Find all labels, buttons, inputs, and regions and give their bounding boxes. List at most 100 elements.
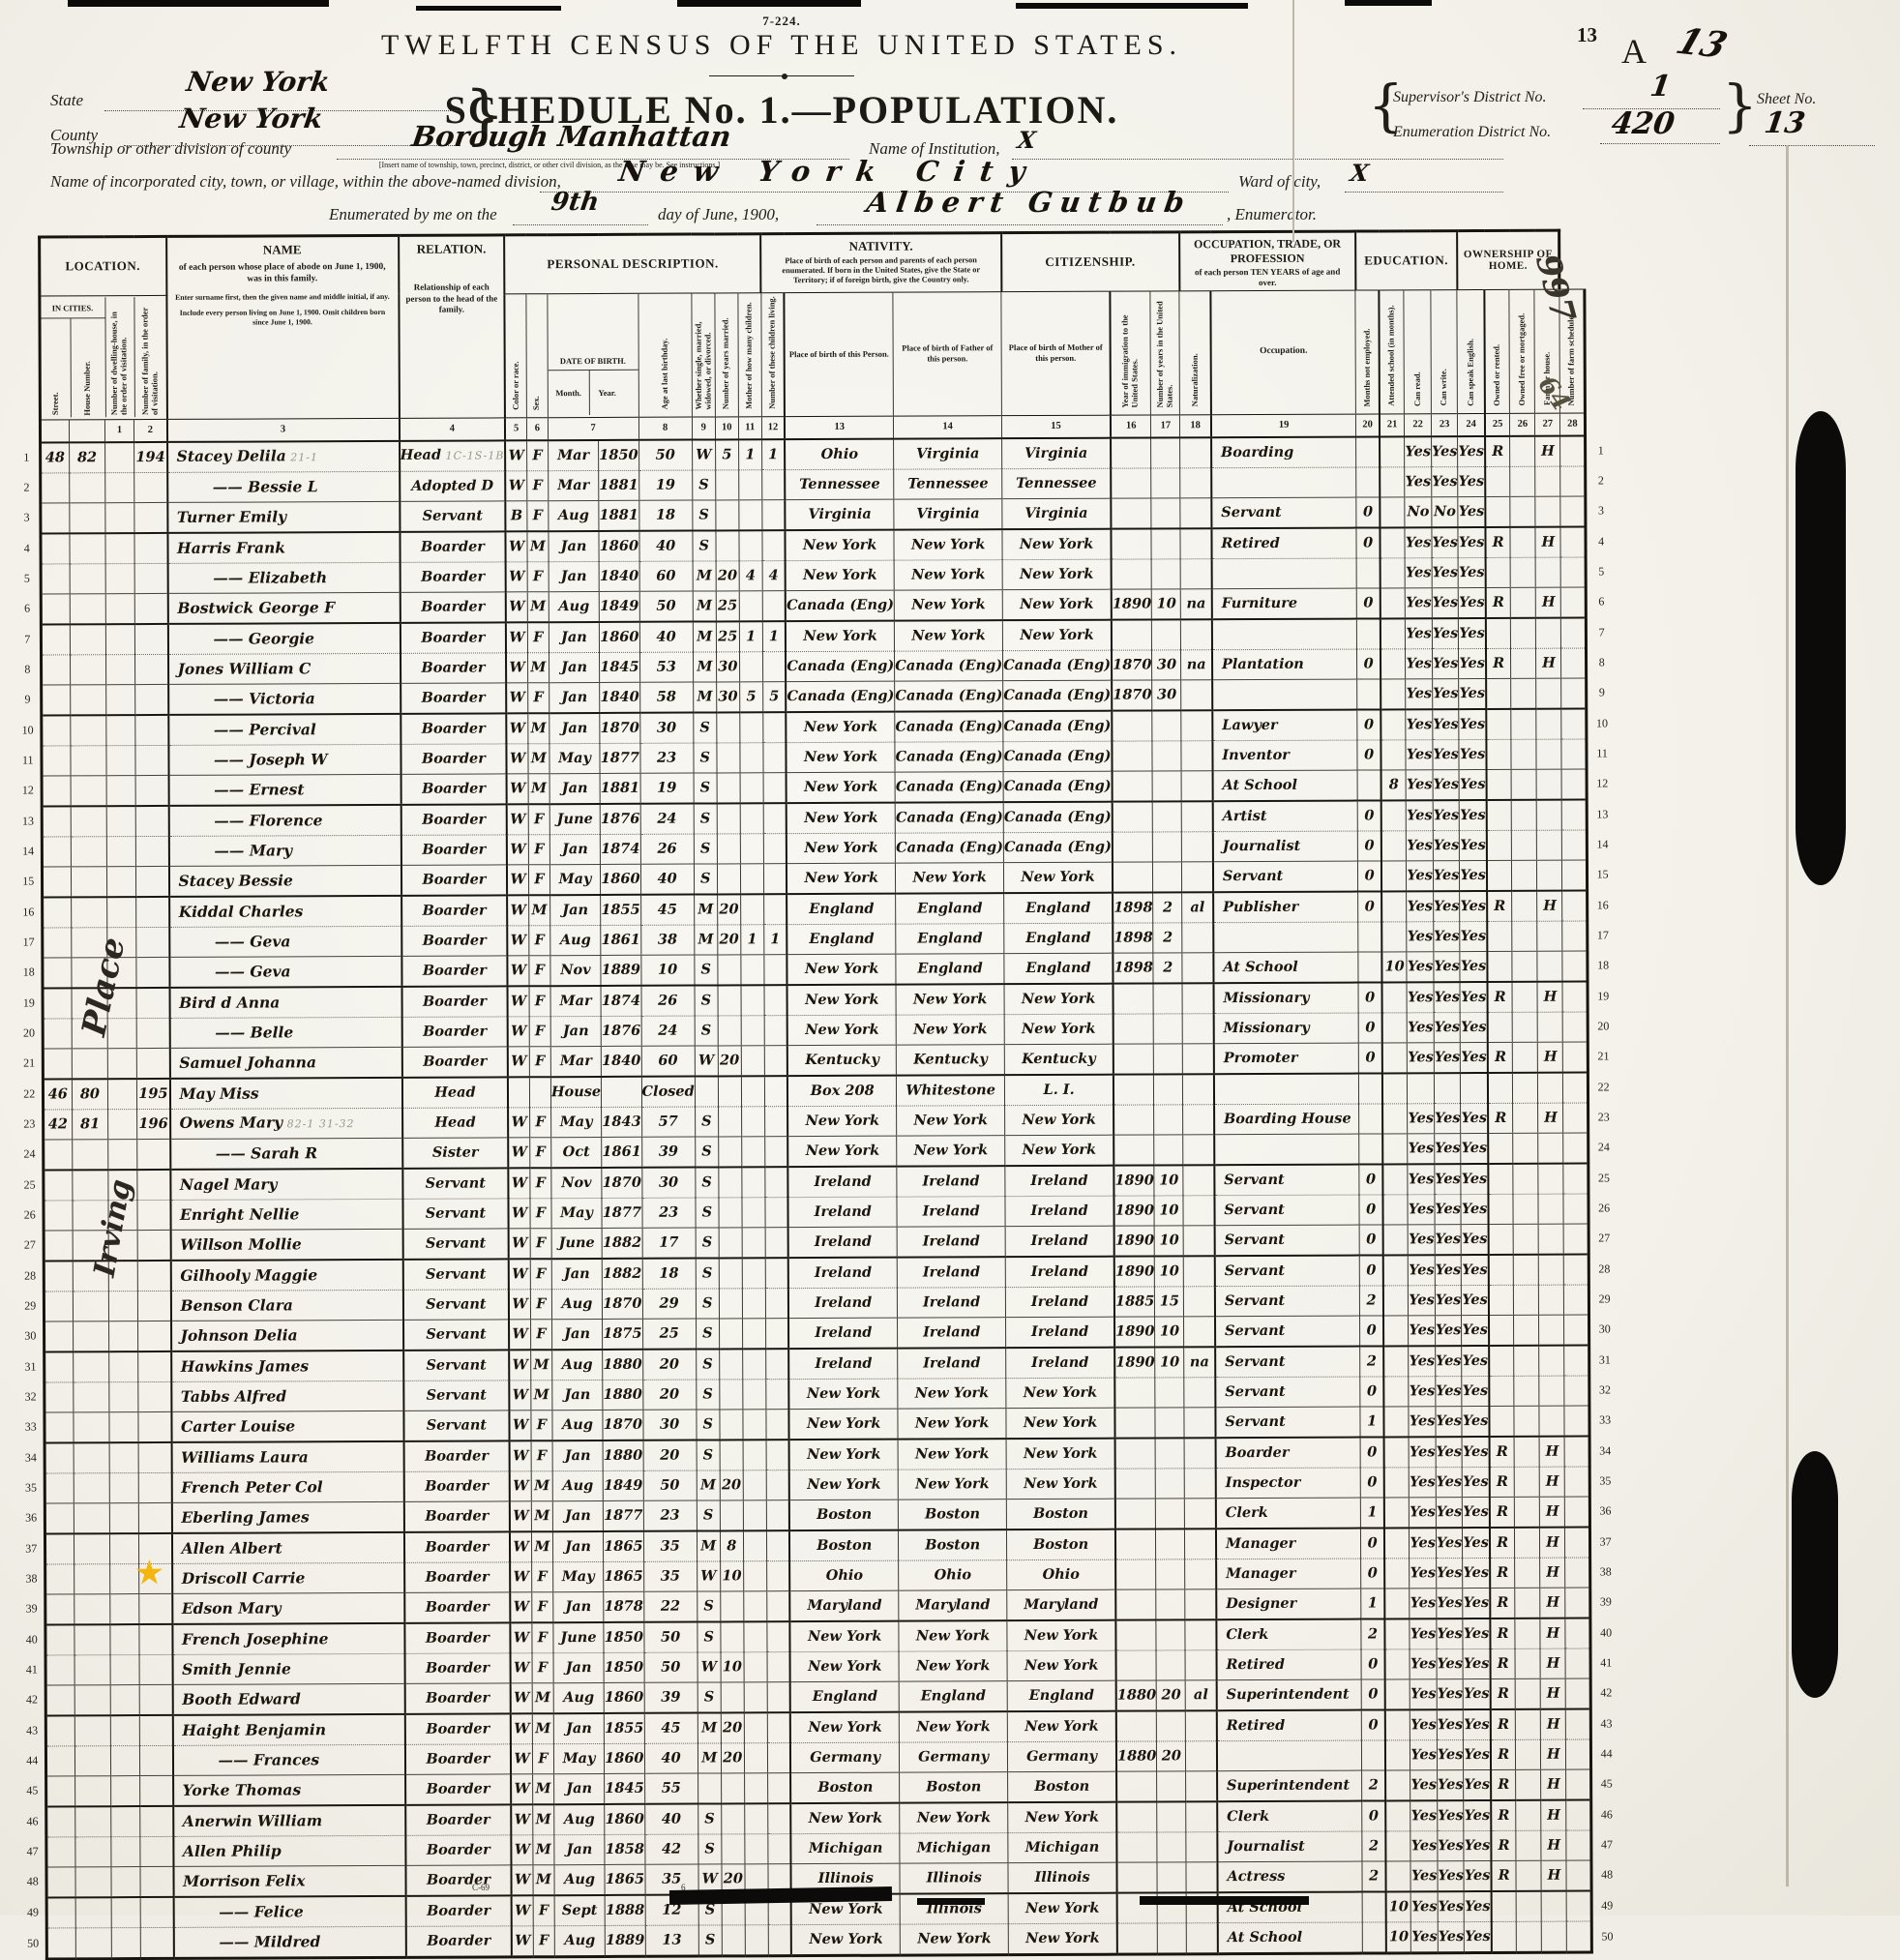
cell-ym — [715, 469, 739, 500]
form-number: 7-224. — [762, 14, 801, 28]
cell-fh — [1535, 495, 1561, 527]
cell-ym: 5 — [715, 438, 739, 470]
cell-pf: New York — [899, 1619, 1008, 1651]
cell-sch — [1380, 830, 1407, 861]
cell-wr: Yes — [1435, 1254, 1462, 1286]
ward-value: X — [1348, 159, 1371, 187]
cell-rd: Yes — [1410, 1588, 1437, 1618]
col-number: 8 — [638, 416, 693, 440]
cell-mtg — [1515, 1648, 1541, 1678]
cell-pm: Ireland — [1005, 1225, 1114, 1257]
cell-own: R — [1484, 435, 1511, 466]
cell-rel: Boarder — [404, 1834, 512, 1865]
cell-rd: Yes — [1408, 1163, 1435, 1195]
cell-mc — [744, 1772, 768, 1803]
cell-wr: Yes — [1438, 1921, 1465, 1953]
cell-im: 1870 — [1112, 649, 1153, 680]
cell-yr: 1855 — [600, 894, 641, 925]
cell-hn — [74, 1684, 111, 1715]
cell-wr: Yes — [1432, 648, 1460, 679]
enumeration-label: Enumeration District No. — [1393, 124, 1552, 140]
cell-ym: 20 — [721, 1711, 745, 1743]
cell-rel: Servant — [402, 1228, 510, 1260]
institution-value: X — [1015, 126, 1038, 154]
cell-pm: Michigan — [1007, 1831, 1117, 1863]
cell-im — [1113, 1073, 1154, 1105]
cell-occ: Servant — [1214, 1194, 1360, 1226]
cell-mu: 0 — [1357, 890, 1382, 922]
cell-rd: Yes — [1408, 1254, 1436, 1286]
cell-age: 39 — [641, 1136, 696, 1168]
row-number-right: 7 — [1598, 625, 1605, 639]
cell-name: —— Geva — [168, 925, 401, 957]
cell-c: W — [506, 682, 528, 713]
cell-yus: 10 — [1154, 1316, 1185, 1347]
row-number-left: 14 — [22, 844, 35, 858]
row-number-left: 38 — [25, 1571, 38, 1586]
cell-hn: 82 — [69, 441, 105, 473]
cell-st — [40, 472, 70, 503]
cell-s: M — [532, 1834, 554, 1865]
cell-s: F — [530, 1319, 552, 1350]
cell-age: 23 — [639, 742, 694, 773]
cell-pf: New York — [894, 528, 1003, 560]
cell-en: Yes — [1462, 1557, 1491, 1589]
cell-ym — [719, 1288, 743, 1319]
cell-fs — [1560, 465, 1587, 496]
cell-s: M — [527, 773, 550, 804]
cell-mu: 0 — [1362, 1799, 1386, 1831]
cell-hn — [70, 654, 106, 685]
cell-rel: Boarder — [403, 1561, 511, 1592]
cell-fam — [139, 1683, 173, 1715]
cell-name: Jones William C — [167, 652, 401, 684]
cell-yus — [1152, 861, 1182, 892]
cell-wr: Yes — [1437, 1708, 1464, 1740]
cell-own — [1487, 1072, 1513, 1103]
header-name: NAME of each person whose place of abode… — [165, 235, 400, 419]
cell-st — [45, 1714, 75, 1746]
cell-fs — [1565, 1708, 1591, 1739]
cell-name: —— Belle — [169, 1016, 402, 1048]
cell-yr: 1861 — [600, 924, 641, 955]
row-number-left: 34 — [24, 1450, 37, 1465]
cell-pm: Canada (Eng) — [1003, 801, 1113, 833]
cell-mu: 0 — [1361, 1678, 1385, 1710]
cell-ym — [716, 742, 740, 773]
cell-fs — [1563, 1254, 1589, 1285]
cell-wr: Yes — [1437, 1739, 1464, 1770]
row-number-left: 19 — [22, 995, 35, 1010]
cell-nat: al — [1185, 1679, 1217, 1710]
cell-mo: Jan — [552, 1651, 605, 1683]
dob-subheader: DATE OF BIRTH. Month. Year. — [547, 292, 638, 418]
cell-wr: Yes — [1432, 708, 1460, 740]
cell-pb: Tennessee — [785, 468, 895, 500]
cell-age: 45 — [643, 1712, 698, 1743]
cell-fam — [139, 1623, 173, 1655]
cell-nat — [1183, 1286, 1215, 1317]
cell-fs — [1563, 1132, 1589, 1164]
cell-own — [1488, 1223, 1514, 1255]
cell-nat: na — [1180, 588, 1212, 619]
cell-s: F — [531, 1652, 553, 1683]
cell-name: Gilhooly Maggie — [170, 1259, 403, 1291]
cell-fh — [1537, 1072, 1563, 1103]
cell-yus: 10 — [1154, 1195, 1184, 1226]
cell-c: W — [511, 1834, 533, 1865]
cell-fs — [1560, 647, 1588, 678]
cell-fh — [1541, 1890, 1567, 1921]
cell-mo: Jan — [549, 651, 600, 683]
cell-rel: Boarder — [403, 1500, 511, 1532]
cell-yr: 1881 — [600, 772, 640, 804]
row-number-left: 47 — [26, 1844, 39, 1858]
cell-c: W — [511, 1773, 533, 1804]
cell-en: Yes — [1464, 1890, 1492, 1922]
cell-age: 24 — [640, 1015, 696, 1046]
highlight-star-icon[interactable]: ★ — [135, 1555, 163, 1590]
cell-ym: 20 — [717, 924, 741, 955]
cell-occ: Servant — [1211, 496, 1357, 528]
cell-occ: Servant — [1212, 860, 1358, 892]
cell-pb: New York — [786, 802, 896, 834]
cell-mc — [740, 893, 764, 925]
cell-yus — [1155, 1377, 1185, 1408]
cell-mu: 0 — [1361, 1708, 1385, 1740]
